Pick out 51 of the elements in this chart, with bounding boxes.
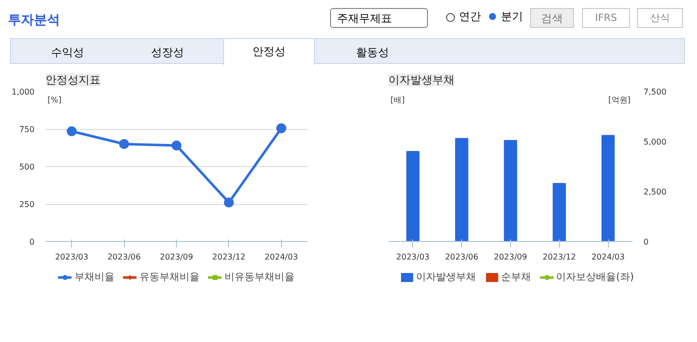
point (224, 198, 234, 208)
y-tick-label: 0 (29, 238, 35, 246)
text: 활동성 (356, 45, 389, 61)
chart-title: 이자발생부채 (388, 74, 454, 86)
legend-label: 비유동부채비율 (224, 271, 294, 284)
y-tick-label: 500 (19, 162, 35, 172)
legend-label: 이자보상배율(좌) (556, 271, 634, 284)
x-tick-label: 2023/06 (107, 252, 141, 262)
bar (552, 183, 566, 242)
legend-label: 이자발생부채 (416, 271, 476, 284)
point (172, 140, 182, 150)
text: 5,000 (644, 138, 666, 146)
text: 연간 (459, 9, 481, 25)
text: 안정성 (223, 38, 315, 65)
x-tick-label: 2023/12 (542, 252, 576, 262)
legend-label: 순부채 (501, 271, 532, 284)
y-axis-title: [%] (48, 96, 62, 104)
point (66, 126, 77, 136)
x-tick-label: 2023/03 (396, 252, 430, 262)
point (119, 139, 130, 149)
x-tick-label: 2023/06 (445, 252, 478, 262)
text: 투자분석 (8, 12, 60, 30)
y2-axis-title: [억원] (608, 96, 631, 104)
bar (602, 135, 615, 242)
text: 주재무제표 (330, 8, 428, 28)
text: 0 (644, 238, 649, 246)
text: 2,500 (644, 188, 666, 196)
y-axis-title: [배] (390, 96, 405, 104)
bar (455, 138, 468, 242)
bar (406, 151, 420, 242)
chart-title: 안정성지표 (46, 74, 100, 86)
text: 성장성 (151, 45, 184, 61)
y-tick-label: 750 (19, 125, 35, 134)
x-tick-label: 2023/12 (212, 252, 246, 262)
bar (504, 140, 518, 242)
text: 분기 (501, 9, 523, 25)
x-tick-label: 2023/09 (160, 252, 194, 262)
text: 수익성 (51, 45, 84, 61)
y-tick-label: 1,000 (12, 88, 35, 96)
y-tick-label: 250 (19, 200, 35, 209)
text: 7,500 (644, 88, 666, 96)
text: IFRS (582, 8, 630, 28)
x-tick-label: 2023/03 (55, 252, 88, 262)
legend-label: 부채비율 (74, 271, 114, 284)
text: 산식 (637, 8, 683, 28)
text: 검색 (530, 8, 574, 28)
x-tick-label: 2024/03 (264, 252, 298, 262)
x-tick-label: 2023/09 (494, 252, 528, 262)
point (276, 123, 286, 134)
legend-label: 유동부채비율 (140, 271, 200, 284)
x-tick-label: 2024/03 (591, 252, 625, 262)
